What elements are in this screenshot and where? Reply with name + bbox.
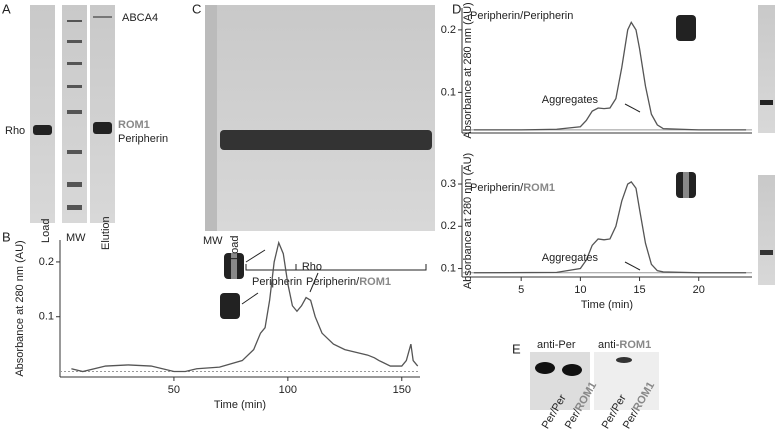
line [473, 181, 747, 274]
x-tick-label: 50 [168, 384, 180, 396]
bracket [245, 264, 427, 271]
y-tick-label: 0.1 [441, 86, 456, 98]
title-part: Peripherin/Peripherin [470, 10, 573, 22]
band-label: Rho [5, 125, 25, 137]
lane-label: Elution [100, 216, 112, 250]
x-tick-label: 15 [633, 284, 645, 296]
y-axis-label: Absorbance at 280 nm (AU) [462, 2, 474, 138]
panel-label: A [2, 1, 11, 16]
gel-band [760, 100, 773, 105]
panel-label: D [452, 1, 461, 16]
chart-title: Peripherin/ROM1 [470, 182, 555, 194]
lane-label: MW [66, 232, 86, 244]
panel-label: B [2, 229, 11, 244]
blot-band [535, 362, 555, 374]
gel-a [30, 5, 115, 223]
y-tick-label: 0.1 [39, 311, 54, 323]
annotation: Rho [302, 261, 322, 273]
y-tick-label: 0.3 [441, 178, 456, 190]
lane-label: Load [229, 236, 241, 260]
group-label: Peripherin/ROM1 [306, 276, 391, 288]
y-tick-label: 0.1 [441, 262, 456, 274]
icon-dimer [676, 15, 696, 41]
panel-label: E [512, 341, 521, 356]
band-label: Peripherin [118, 133, 168, 145]
title-part: Peripherin/ [470, 182, 524, 194]
title-part: ROM1 [523, 182, 555, 194]
annotation: Aggregates [542, 252, 599, 264]
antibody-label: anti-ROM1 [598, 339, 651, 351]
blot-band [616, 357, 632, 363]
lane-label: Load [40, 219, 52, 243]
line [473, 21, 747, 131]
line [71, 240, 419, 373]
x-tick-label: 150 [393, 384, 411, 396]
gel-band [760, 250, 773, 255]
icon-dimer [224, 253, 244, 279]
x-axis-label: Time (min) [581, 299, 633, 311]
y-tick-label: 0.2 [441, 24, 456, 36]
blot-band [562, 364, 582, 376]
gel-c [205, 5, 435, 231]
antibody-label: anti-Per [537, 339, 576, 351]
arrow [624, 103, 641, 271]
panel-label: C [192, 1, 201, 16]
gel-strip [758, 5, 775, 133]
y-axis-label: Absorbance at 280 nm (AU) [462, 153, 474, 289]
x-tick-label: 5 [518, 284, 524, 296]
band-label: ABCA4 [122, 12, 158, 24]
blot [530, 352, 590, 410]
y-tick-label: 0.2 [441, 220, 456, 232]
icon-dimer [676, 172, 696, 198]
x-tick-label: 20 [693, 284, 705, 296]
icon-dimer [220, 293, 240, 319]
lane-label: MW [203, 235, 223, 247]
band-label: ROM1 [118, 119, 150, 131]
chart-title: Peripherin/Peripherin [470, 10, 573, 22]
arrow [241, 249, 319, 305]
annotation: Aggregates [542, 94, 599, 106]
x-axis-label: Time (min) [214, 399, 266, 411]
x-tick-label: 100 [279, 384, 297, 396]
gel-strip [758, 175, 775, 285]
y-tick-label: 0.2 [39, 256, 54, 268]
group-label: Peripherin [252, 276, 302, 288]
x-tick-label: 10 [574, 284, 586, 296]
y-axis-label: Absorbance at 280 nm (AU) [14, 240, 26, 376]
